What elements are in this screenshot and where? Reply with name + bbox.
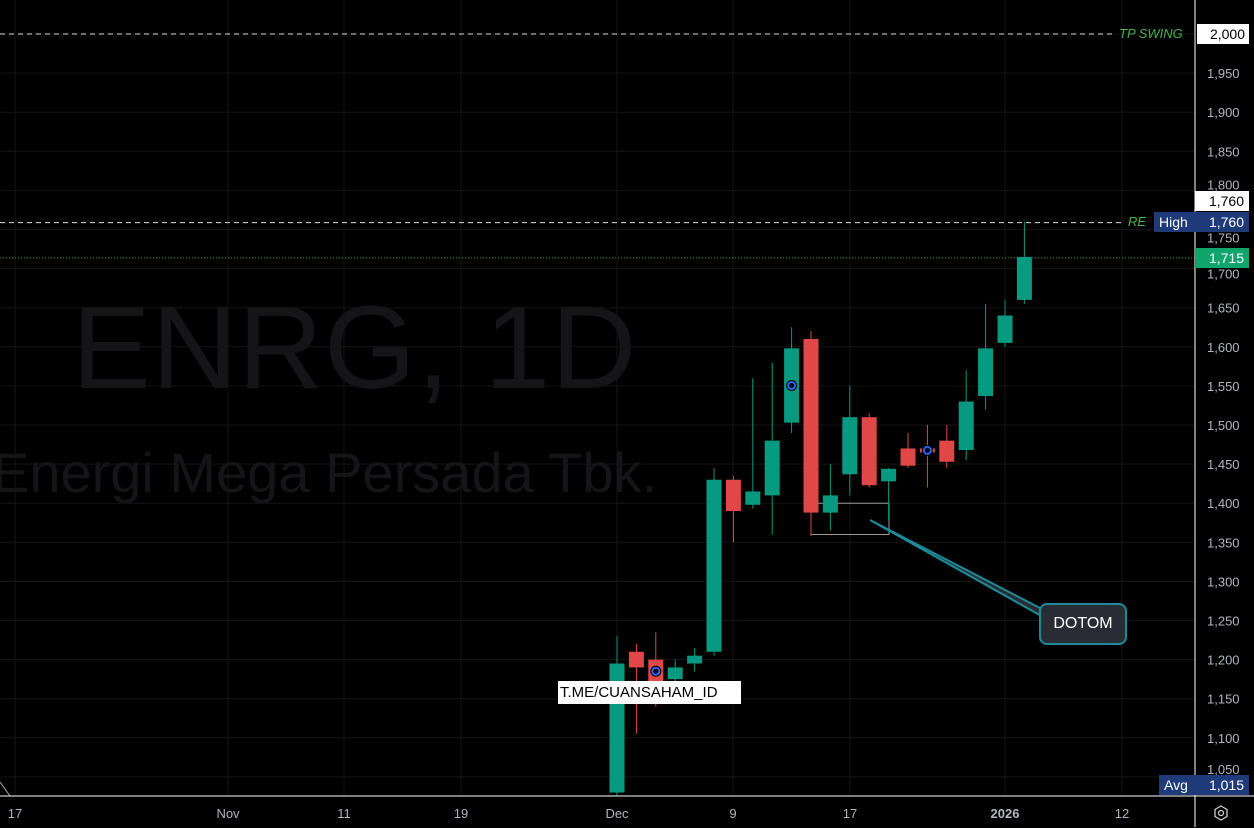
- y-tick-label: 1,250: [1207, 614, 1240, 629]
- y-tick-label: 1,150: [1207, 692, 1240, 707]
- candle-body: [725, 479, 741, 512]
- candle: [706, 468, 722, 656]
- candle-body: [822, 495, 838, 513]
- candle-body: [706, 479, 722, 652]
- candle-body: [842, 417, 858, 475]
- candle-body: [745, 491, 761, 505]
- y-tick-label: 1,300: [1207, 574, 1240, 589]
- tp-swing-label: TP SWING: [1119, 26, 1183, 41]
- high-price-tag: 1,760: [1195, 212, 1249, 232]
- candle-body: [958, 401, 974, 451]
- x-tick-label: 9: [729, 806, 736, 821]
- last-price-tag: 1,715: [1195, 248, 1249, 268]
- candle-body: [939, 440, 955, 462]
- symbol-watermark: ENRG, 1D: [72, 282, 638, 414]
- candle: [687, 647, 703, 672]
- candle-body: [667, 667, 683, 680]
- candle: [842, 385, 858, 496]
- y-tick-label: 1,950: [1207, 66, 1240, 81]
- candle: [900, 432, 916, 469]
- y-tick-label: 1,550: [1207, 379, 1240, 394]
- x-tick-label: 12: [1115, 806, 1129, 821]
- x-tick-label: Nov: [216, 806, 240, 821]
- tp-price-tag-text: 2,000: [1210, 26, 1245, 42]
- x-tick-label: 17: [843, 806, 857, 821]
- candle: [958, 370, 974, 461]
- y-tick-label: 1,750: [1207, 231, 1240, 246]
- crosshair-price-tag: 1,760: [1195, 191, 1249, 211]
- candle: [609, 636, 625, 796]
- candle: [978, 303, 994, 410]
- telegram-watermark-label: T.ME/CUANSAHAM_ID: [558, 681, 741, 704]
- y-tick-label: 1,350: [1207, 535, 1240, 550]
- candle: [919, 425, 935, 488]
- y-tick-label: 1,100: [1207, 731, 1240, 746]
- y-tick-label: 1,700: [1207, 267, 1240, 282]
- x-tick-label: Dec: [605, 806, 629, 821]
- avg-label-tag: Avg: [1159, 775, 1195, 795]
- y-tick-label: 1,050: [1207, 762, 1240, 777]
- candle: [745, 378, 761, 509]
- candle: [939, 425, 955, 469]
- y-tick-label: 1,900: [1207, 105, 1240, 120]
- y-tick-label: 1,450: [1207, 457, 1240, 472]
- y-tick-label: 1,800: [1207, 177, 1240, 192]
- candle: [784, 327, 800, 433]
- event-marker-ring: [922, 445, 932, 455]
- candle: [881, 468, 897, 521]
- candle: [997, 299, 1013, 347]
- tp-price-tag: [1197, 24, 1249, 44]
- candle-body: [978, 348, 994, 397]
- company-watermark: Energi Mega Persada Tbk.: [0, 441, 658, 504]
- y-tick-label: 1,650: [1207, 301, 1240, 316]
- event-marker-ring: [651, 666, 661, 676]
- event-marker-ring: [787, 381, 797, 391]
- candle-body: [900, 448, 916, 466]
- candle: [1016, 221, 1032, 304]
- x-tick-label: 17: [8, 806, 22, 821]
- candle-body: [1016, 256, 1032, 300]
- candle-body: [628, 651, 644, 668]
- y-tick-label: 1,600: [1207, 340, 1240, 355]
- high-label-tag: High: [1154, 212, 1195, 232]
- candle-body: [881, 468, 897, 482]
- x-tick-label: 2026: [991, 806, 1020, 821]
- dotom-callout[interactable]: DOTOM: [1039, 603, 1127, 645]
- candle-body: [764, 440, 780, 496]
- avg-price-tag: 1,015: [1195, 775, 1249, 795]
- re-line-label: RE: [1128, 214, 1147, 229]
- y-tick-label: 1,850: [1207, 144, 1240, 159]
- y-tick-label: 1,400: [1207, 496, 1240, 511]
- candle-body: [861, 417, 877, 486]
- candle: [764, 362, 780, 535]
- candle: [725, 475, 741, 543]
- candle: [822, 464, 838, 531]
- candle-body: [803, 338, 819, 513]
- candle: [803, 331, 819, 537]
- callout-pointer: [869, 519, 1048, 621]
- settings-hexagon-icon[interactable]: [1211, 803, 1231, 823]
- x-tick-label: 11: [337, 806, 351, 821]
- candle-body: [997, 315, 1013, 343]
- x-tick-label: 19: [454, 806, 468, 821]
- y-tick-label: 1,200: [1207, 653, 1240, 668]
- candle: [861, 413, 877, 488]
- y-tick-label: 1,500: [1207, 418, 1240, 433]
- candle-body: [687, 655, 703, 664]
- drawing-line-fragment: [0, 781, 11, 797]
